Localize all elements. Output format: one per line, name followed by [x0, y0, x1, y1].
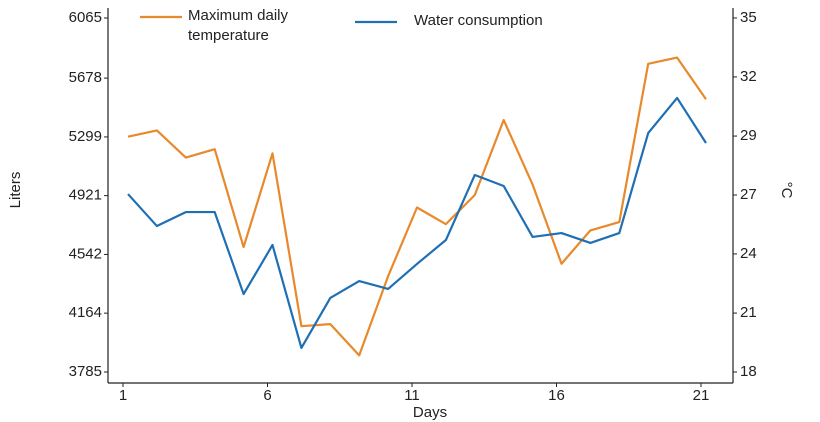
x-tick-label: 1 — [119, 387, 127, 404]
y2-tick-label: 18 — [740, 363, 757, 380]
y2-axis-title: °C — [778, 182, 795, 199]
y2-tick-label: 32 — [740, 68, 757, 85]
x-tick-label: 16 — [548, 387, 565, 404]
x-axis-title: Days — [413, 404, 447, 421]
y-axis-title: Liters — [7, 172, 24, 209]
series-line — [127, 56, 707, 357]
y-tick-label: 5678 — [69, 69, 102, 86]
y-tick-label: 4164 — [69, 304, 102, 321]
series-line — [127, 96, 707, 350]
y2-tick-label: 27 — [740, 186, 757, 203]
y-tick-label: 5299 — [69, 128, 102, 145]
x-tick-label: 21 — [693, 387, 710, 404]
x-tick-label: 6 — [263, 387, 271, 404]
y-tick-label: 4542 — [69, 245, 102, 262]
y2-tick-label: 29 — [740, 127, 757, 144]
y2-tick-label: 35 — [740, 9, 757, 26]
legend-label: Water consumption — [414, 12, 543, 29]
axes — [107, 8, 734, 384]
legend-label: Maximum daily temperature — [188, 7, 289, 44]
y2-tick-label: 24 — [740, 245, 757, 262]
y-tick-label: 6065 — [69, 9, 102, 26]
y-tick-label: 3785 — [69, 363, 102, 380]
y2-tick-label: 21 — [740, 304, 757, 321]
y-tick-label: 4921 — [69, 187, 102, 204]
x-tick-label: 11 — [404, 387, 420, 404]
